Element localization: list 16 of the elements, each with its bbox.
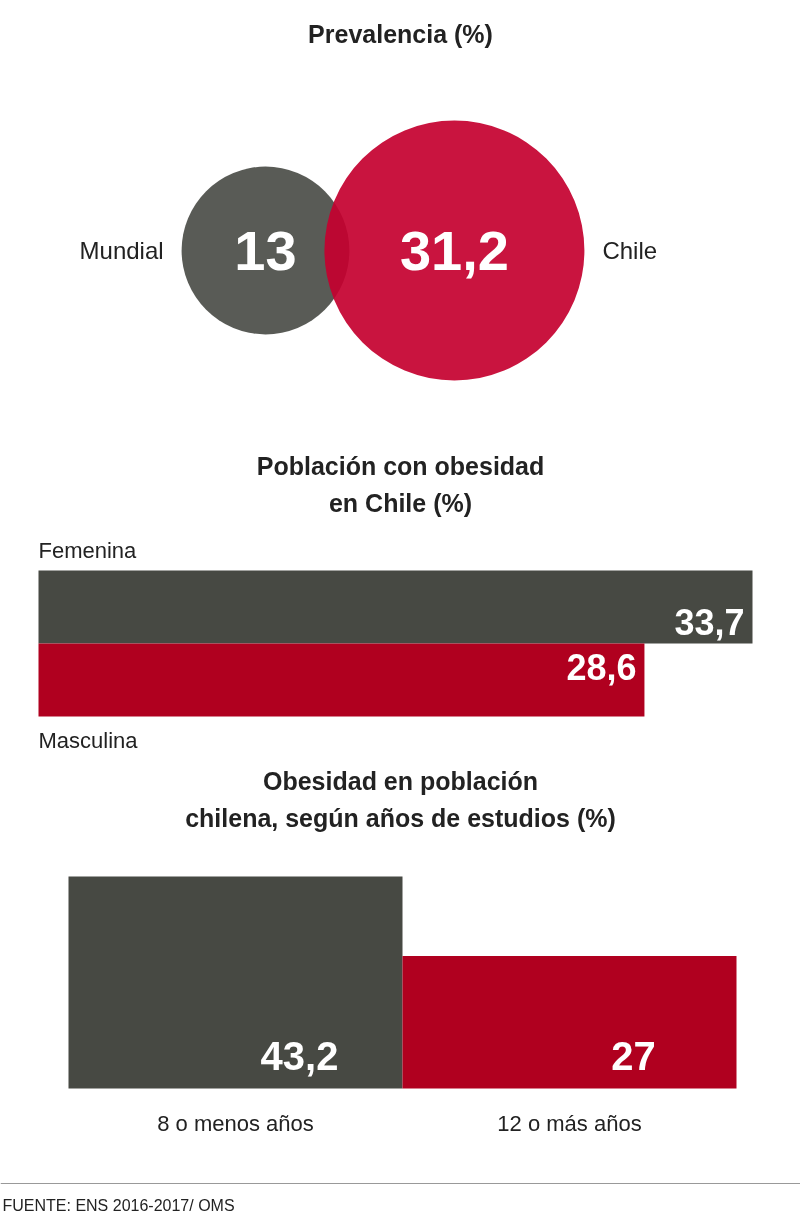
x-tick-label: 12 o más años xyxy=(497,1111,642,1136)
data-label: 31,2 xyxy=(399,218,509,282)
data-label: 13 xyxy=(234,218,297,282)
data-label: 27 xyxy=(611,1033,656,1078)
y-tick-label: Femenina xyxy=(38,538,138,563)
data-label: 33,7 xyxy=(674,601,745,643)
y-tick-label: Masculina xyxy=(38,728,139,753)
series-label: Mundial xyxy=(79,237,164,264)
text: Prevalencia (%) xyxy=(308,19,493,48)
chart-title: Obesidad en población chilena, según años de estudios (%) xyxy=(185,766,616,832)
data-label: 28,6 xyxy=(566,646,637,688)
x-tick-label: 8 o menos años xyxy=(157,1111,314,1136)
source-note: FUENTE: ENS 2016-2017/ OMS xyxy=(2,1197,235,1214)
data-label: 43,2 xyxy=(260,1033,339,1078)
text: Población con obesidad en Chile (%) xyxy=(256,451,545,517)
series-label: Chile xyxy=(602,237,658,264)
